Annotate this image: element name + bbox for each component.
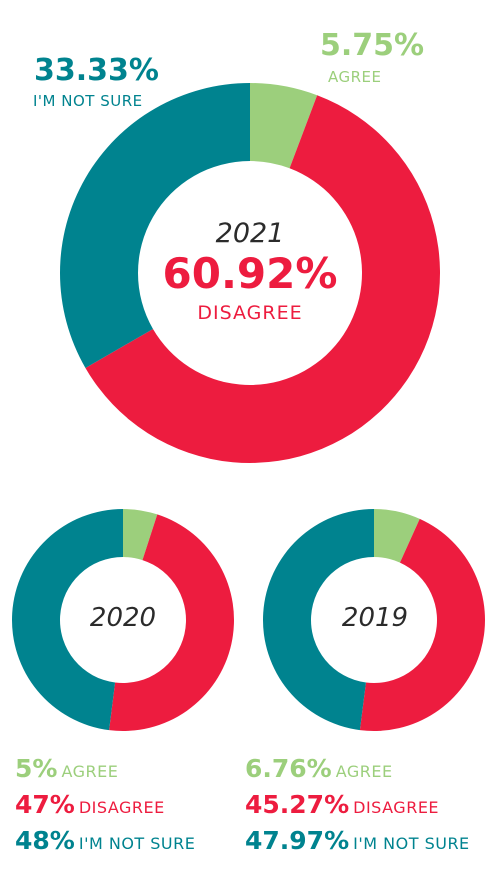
- donut-2019: [262, 509, 485, 731]
- donut-2021: [59, 83, 440, 463]
- donut-2019-slice-agree: [374, 509, 420, 563]
- legend-2019: 6.76% AGREE 45.27% DISAGREE 47.97% I'M NOT …: [245, 751, 470, 859]
- legend-2020-notsure-value: 48%: [15, 826, 75, 855]
- legend-2020-agree-value: 5%: [15, 754, 58, 783]
- chart-2021-year: 2021: [215, 218, 285, 249]
- chart-2019-year: 2019: [341, 603, 409, 633]
- chart-2021-agree-value: 5.75%: [320, 28, 425, 63]
- legend-2019-agree: 6.76% AGREE: [245, 751, 470, 787]
- donut-2021-slice-agree: [250, 83, 318, 169]
- legend-2019-disagree-label: DISAGREE: [353, 798, 440, 817]
- legend-2020-disagree-label: DISAGREE: [78, 798, 165, 817]
- donut-2020-slice-agree: [123, 509, 158, 561]
- chart-2021-agree-label: AGREE: [328, 68, 382, 86]
- legend-2020: 5% AGREE 47% DISAGREE 48% I'M NOT SURE: [15, 751, 195, 859]
- donut-2019-slice-notsure: [262, 509, 374, 731]
- donut-2021-slice-disagree: [85, 95, 440, 463]
- legend-2019-disagree-value: 45.27%: [245, 790, 350, 819]
- legend-2020-disagree-value: 47%: [15, 790, 75, 819]
- legend-2019-agree-value: 6.76%: [245, 754, 332, 783]
- chart-2020-year: 2020: [89, 603, 157, 633]
- donut-2020-slice-notsure: [11, 509, 123, 731]
- legend-2019-disagree: 45.27% DISAGREE: [245, 787, 470, 823]
- donut-2020-slice-disagree: [109, 514, 235, 732]
- legend-2020-disagree: 47% DISAGREE: [15, 787, 195, 823]
- chart-2021-disagree-label: DISAGREE: [197, 302, 303, 324]
- legend-2020-agree: 5% AGREE: [15, 751, 195, 787]
- chart-2021-disagree-value: 60.92%: [162, 249, 338, 298]
- legend-2019-notsure-value: 47.97%: [245, 826, 350, 855]
- legend-2020-notsure: 48% I'M NOT SURE: [15, 823, 195, 859]
- legend-2020-notsure-label: I'M NOT SURE: [78, 834, 196, 853]
- donut-2021-slice-notsure: [59, 83, 251, 368]
- legend-2020-agree-label: AGREE: [61, 762, 119, 781]
- donut-2020: [11, 509, 235, 732]
- legend-2019-notsure-label: I'M NOT SURE: [353, 834, 470, 853]
- legend-2019-notsure: 47.97% I'M NOT SURE: [245, 823, 470, 859]
- legend-2019-agree-label: AGREE: [335, 762, 393, 781]
- donut-2019-slice-disagree: [359, 518, 485, 731]
- chart-2021-notsure-value: 33.33%: [34, 53, 159, 88]
- chart-2021-notsure-label: I'M NOT SURE: [33, 92, 143, 110]
